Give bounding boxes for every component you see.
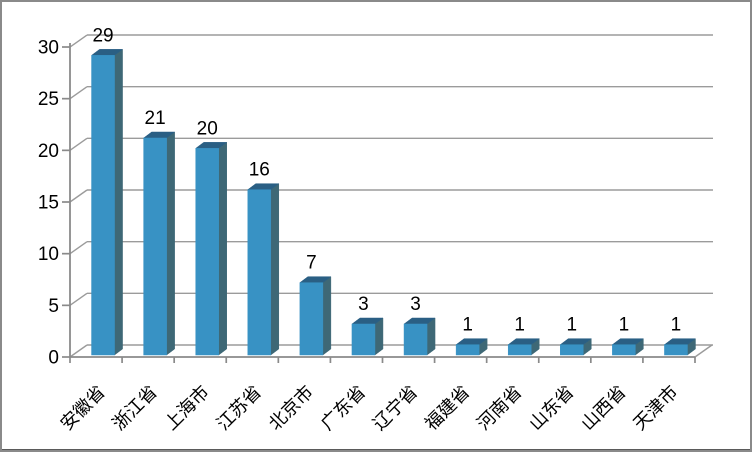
floor-right-diagonal: [694, 344, 713, 358]
bar-front-face: [612, 344, 636, 356]
bar-side-face: [218, 141, 227, 356]
y-tick-label: 5: [48, 296, 59, 317]
data-label: 1: [514, 315, 525, 336]
bar-front-face: [560, 344, 584, 356]
grid-depth-diagonal: [69, 137, 88, 151]
y-tick-label: 10: [38, 244, 59, 265]
category-label: 河南省: [473, 382, 525, 434]
bar-side-face: [322, 276, 332, 356]
bar-side-face: [114, 48, 123, 356]
bar-side-face: [270, 183, 280, 356]
data-label: 1: [619, 315, 630, 336]
category-label: 上海市: [161, 382, 213, 434]
y-tick-label: 20: [38, 141, 59, 162]
category-label: 天津市: [629, 382, 681, 434]
data-label: 1: [462, 315, 473, 336]
bar-front-face: [507, 344, 532, 356]
category-label: 山西省: [577, 382, 629, 434]
bar-front-face: [195, 148, 219, 356]
data-label: 29: [92, 25, 113, 46]
y-tick-label: 15: [38, 193, 59, 214]
data-label: 1: [671, 315, 682, 336]
grid-depth-diagonal: [69, 241, 88, 255]
bar-front-face: [299, 282, 324, 356]
data-label: 1: [566, 315, 577, 336]
category-label: 山东省: [525, 382, 577, 434]
category-label: 浙江省: [109, 382, 161, 434]
grid-depth-diagonal: [69, 292, 88, 306]
bar-front-face: [403, 323, 428, 356]
data-label: 21: [145, 108, 166, 129]
y-tick-label: 30: [38, 38, 59, 59]
data-label: 16: [249, 160, 270, 181]
grid-depth-diagonal: [69, 34, 88, 48]
grid-depth-diagonal: [69, 189, 88, 203]
bar-side-face: [374, 317, 384, 356]
bar-front-face: [247, 189, 272, 356]
grid-depth-diagonal: [69, 344, 88, 358]
y-tick-label: 0: [48, 348, 59, 369]
bar-front-face: [91, 55, 115, 356]
data-label: 3: [358, 294, 369, 315]
y-tick-label: 25: [38, 89, 59, 110]
category-label: 安徽省: [57, 382, 109, 434]
bar-front-face: [351, 323, 376, 356]
grid-depth-diagonal: [69, 86, 88, 100]
bar-side-face: [426, 317, 436, 356]
data-label: 7: [306, 253, 317, 274]
bar-front-face: [143, 137, 167, 356]
data-label: 3: [410, 294, 421, 315]
bar-front-face: [664, 344, 688, 356]
data-label: 20: [197, 118, 218, 139]
category-label: 江苏省: [213, 382, 265, 434]
category-label: 北京市: [265, 382, 317, 434]
bar-side-face: [166, 131, 175, 356]
category-label: 辽宁省: [369, 382, 421, 434]
bar-front-face: [455, 344, 480, 356]
category-label: 广东省: [317, 382, 369, 434]
category-label: 福建省: [421, 382, 473, 434]
